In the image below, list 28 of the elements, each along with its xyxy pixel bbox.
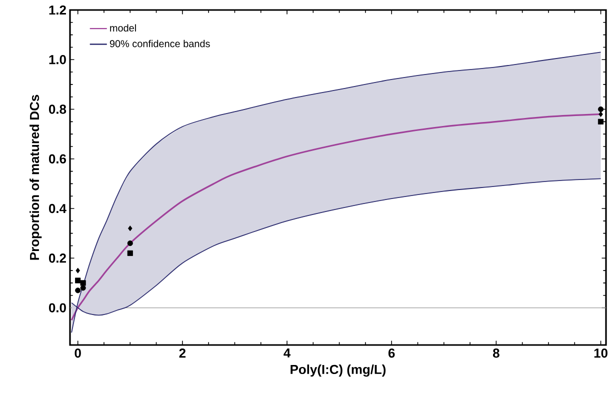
y-tick-label: 0.2 bbox=[48, 254, 66, 263]
y-tick-label: 1.2 bbox=[49, 5, 66, 15]
point bbox=[598, 106, 604, 112]
point bbox=[80, 280, 86, 286]
point bbox=[75, 288, 81, 294]
x-axis-title: Poly(I:C) (mg/L) bbox=[290, 364, 386, 377]
point bbox=[127, 240, 133, 246]
x-tick-label: 8 bbox=[492, 348, 500, 358]
x-tick-label: 4 bbox=[284, 348, 291, 358]
x-tick-label: 2 bbox=[179, 348, 186, 358]
x-tick-label: 0 bbox=[74, 348, 81, 358]
legend-label: 90% confidence bands bbox=[110, 40, 210, 48]
line-series bbox=[70, 113, 602, 321]
x-tick-label: 6 bbox=[388, 348, 395, 358]
point bbox=[128, 226, 132, 232]
y-tick-label: 0.6 bbox=[48, 154, 66, 164]
y-tick-label: 0.0 bbox=[48, 303, 66, 312]
point bbox=[75, 278, 81, 284]
x-tick-label: 10 bbox=[594, 348, 608, 358]
legend-label: model bbox=[110, 24, 136, 32]
point bbox=[80, 285, 86, 291]
point bbox=[76, 268, 80, 274]
y-axis-title: Proportion of matured DCs bbox=[30, 94, 42, 260]
point bbox=[127, 250, 133, 256]
y-tick-label: 0.4 bbox=[48, 204, 66, 214]
y-tick-label: 1.0 bbox=[49, 55, 66, 64]
point bbox=[598, 118, 604, 124]
y-tick-label: 0.8 bbox=[48, 104, 66, 114]
